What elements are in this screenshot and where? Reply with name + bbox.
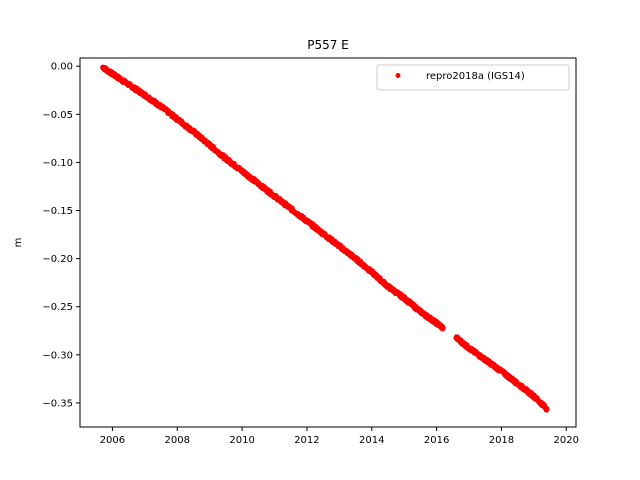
x-tick-label: 2016 bbox=[424, 435, 449, 446]
y-tick-label: −0.25 bbox=[42, 302, 73, 313]
y-tick-label: −0.05 bbox=[42, 110, 73, 121]
y-tick-label: −0.30 bbox=[42, 350, 73, 361]
legend-box bbox=[376, 64, 570, 91]
x-tick-label: 2012 bbox=[294, 435, 319, 446]
x-tick-label: 2014 bbox=[359, 435, 384, 446]
plot-frame bbox=[79, 57, 577, 428]
x-tick-label: 2010 bbox=[229, 435, 254, 446]
y-axis-ticks: 0.00 −0.05 −0.10 −0.15 −0.20 −0.25 −0.30 −0.35 bbox=[42, 62, 80, 409]
y-tick-label: −0.15 bbox=[42, 206, 73, 217]
x-tick-label: 2008 bbox=[165, 435, 190, 446]
legend-label: repro2018a (IGS14) bbox=[426, 71, 525, 82]
chart-title: P557 E bbox=[307, 38, 349, 52]
y-tick-label: −0.20 bbox=[42, 254, 73, 265]
legend: repro2018a (IGS14) bbox=[376, 64, 570, 91]
x-tick-label: 2020 bbox=[554, 435, 579, 446]
y-tick-label: −0.35 bbox=[42, 398, 73, 409]
y-tick-label: 0.00 bbox=[51, 62, 73, 73]
data-series-points bbox=[100, 64, 550, 413]
y-tick-label: −0.10 bbox=[42, 158, 73, 169]
legend-marker bbox=[395, 73, 401, 78]
data-point bbox=[440, 325, 446, 331]
x-tick-label: 2006 bbox=[100, 435, 125, 446]
x-axis-ticks: 2006 2008 2010 2012 2014 2016 2018 2020 bbox=[100, 427, 579, 446]
plot-area bbox=[79, 57, 577, 428]
data-point bbox=[544, 406, 550, 412]
x-tick-label: 2018 bbox=[489, 435, 514, 446]
y-axis-label: m bbox=[13, 238, 24, 248]
